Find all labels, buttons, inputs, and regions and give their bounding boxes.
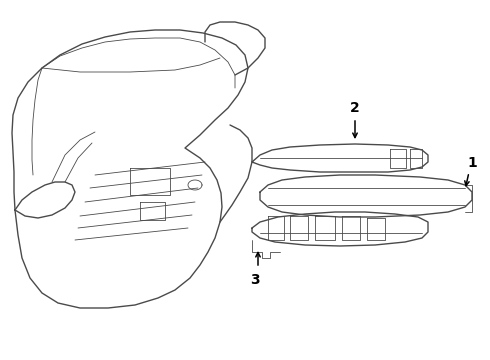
- Text: 2: 2: [350, 101, 360, 115]
- Text: 3: 3: [250, 273, 260, 287]
- Text: 1: 1: [467, 156, 477, 170]
